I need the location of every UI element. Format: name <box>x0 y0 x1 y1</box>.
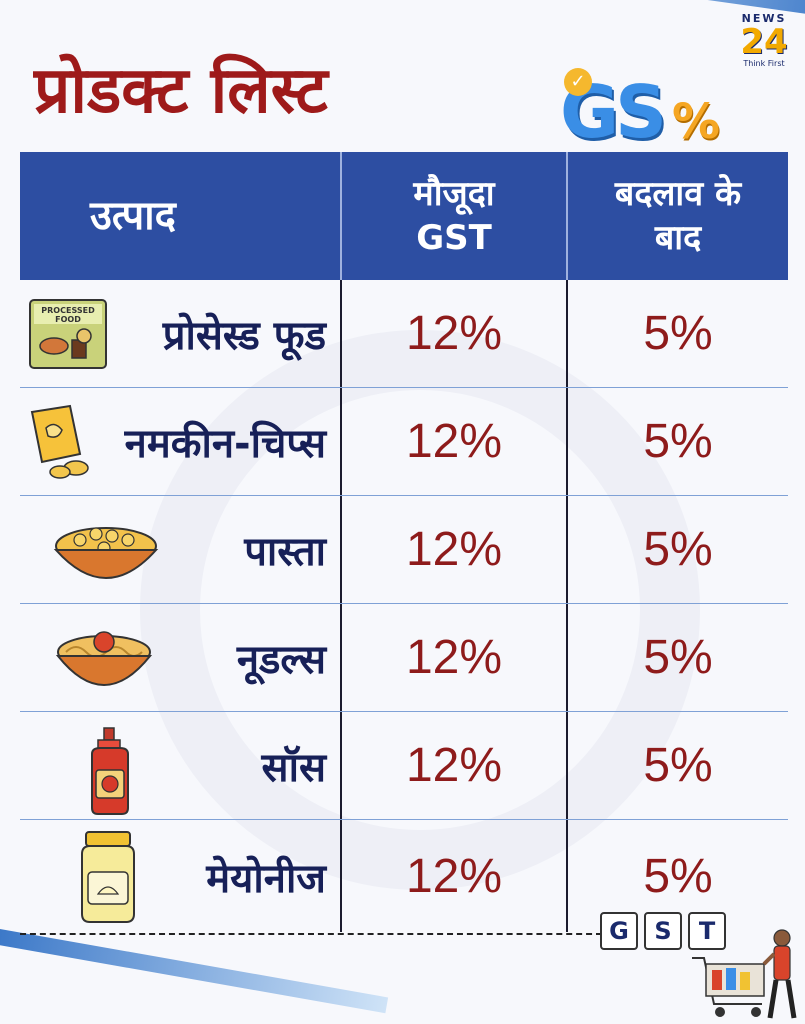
gst-tiles: G S T <box>600 912 726 950</box>
after-change-cell: 5% <box>566 604 788 711</box>
after-change-value: 5% <box>643 307 713 360</box>
after-change-value: 5% <box>643 523 713 576</box>
table-header: उत्पाद मौजूदा GST बदलाव के बाद <box>20 152 788 280</box>
after-change-cell: 5% <box>566 820 788 932</box>
gst-tile: T <box>688 912 726 950</box>
column-header-line: GST <box>416 218 492 258</box>
column-header-line: बदलाव के <box>614 174 742 214</box>
product-name: नूडल्स <box>236 637 326 683</box>
product-name: सॉस <box>261 745 326 791</box>
column-header-current-gst: मौजूदा GST <box>340 152 566 280</box>
column-header-product: उत्पाद <box>90 193 176 239</box>
product-cell: PROCESSED FOOD प्रोसेस्ड फूड <box>20 280 340 387</box>
processed-food-icon: PROCESSED FOOD <box>24 294 120 374</box>
divider <box>20 933 602 935</box>
sauce-bottle-icon <box>80 726 140 815</box>
table-row: पास्ता 12% 5% <box>20 496 788 604</box>
table-row: सॉस 12% 5% <box>20 712 788 820</box>
chips-packet-icon <box>24 402 100 482</box>
noodles-bowl-icon <box>52 618 162 698</box>
icon-label: PROCESSED <box>41 306 95 315</box>
product-cell: सॉस <box>20 712 340 819</box>
background-stripe <box>0 922 389 1014</box>
current-gst-value: 12% <box>405 307 503 360</box>
column-header-after-change: बदलाव के बाद <box>566 152 788 280</box>
current-gst-cell: 12% <box>340 388 566 495</box>
column-header-line: मौजूदा <box>413 174 495 214</box>
table-row: नमकीन-चिप्स 12% 5% <box>20 388 788 496</box>
product-name: मेयोनीज <box>206 855 326 902</box>
pasta-bowl-icon <box>50 510 170 590</box>
table-row: PROCESSED FOOD प्रोसेस्ड फूड 12% 5% <box>20 280 788 388</box>
current-gst-value: 12% <box>405 739 503 792</box>
current-gst-value: 12% <box>405 523 503 576</box>
gst-tile: G <box>600 912 638 950</box>
current-gst-value: 12% <box>405 415 503 468</box>
current-gst-cell: 12% <box>340 604 566 711</box>
product-name: पास्ता <box>244 529 326 575</box>
current-gst-value: 12% <box>405 631 503 684</box>
product-name: प्रोसेस्ड फूड <box>162 313 326 359</box>
after-change-cell: 5% <box>566 280 788 387</box>
table-row: नूडल्स 12% 5% <box>20 604 788 712</box>
current-gst-cell: 12% <box>340 496 566 603</box>
table-row: मेयोनीज 12% 5% <box>20 820 788 932</box>
logo-tagline: Think First <box>743 59 785 68</box>
product-cell: पास्ता <box>20 496 340 603</box>
shopping-cart-icon <box>690 918 800 1022</box>
product-cell: नूडल्स <box>20 604 340 711</box>
after-change-value: 5% <box>643 415 713 468</box>
check-icon: ✓ <box>564 68 592 96</box>
gst-logo: GS % ✓ <box>560 68 740 160</box>
column-header-line: बाद <box>654 218 702 258</box>
after-change-cell: 5% <box>566 712 788 819</box>
current-gst-cell: 12% <box>340 820 566 932</box>
product-name: नमकीन-चिप्स <box>124 421 326 467</box>
after-change-value: 5% <box>643 849 713 903</box>
current-gst-value: 12% <box>405 849 503 903</box>
product-cell: मेयोनीज <box>20 820 340 932</box>
mayonnaise-jar-icon <box>76 828 140 924</box>
after-change-value: 5% <box>643 631 713 684</box>
gst-tile: S <box>644 912 682 950</box>
after-change-cell: 5% <box>566 388 788 495</box>
icon-label: FOOD <box>55 315 81 324</box>
logo-number: 24 <box>740 22 788 62</box>
product-cell: नमकीन-चिप्स <box>20 388 340 495</box>
page-title: प्रोडक्ट लिस्ट <box>34 54 328 128</box>
logo-news-text: NEWS <box>741 12 787 25</box>
gst-logo-percent: % <box>672 94 721 150</box>
current-gst-cell: 12% <box>340 280 566 387</box>
gst-rate-table: उत्पाद मौजूदा GST बदलाव के बाद PROCESSED… <box>20 152 788 932</box>
current-gst-cell: 12% <box>340 712 566 819</box>
news24-logo: NEWS 24 Think First <box>737 12 791 78</box>
after-change-cell: 5% <box>566 496 788 603</box>
after-change-value: 5% <box>643 739 713 792</box>
